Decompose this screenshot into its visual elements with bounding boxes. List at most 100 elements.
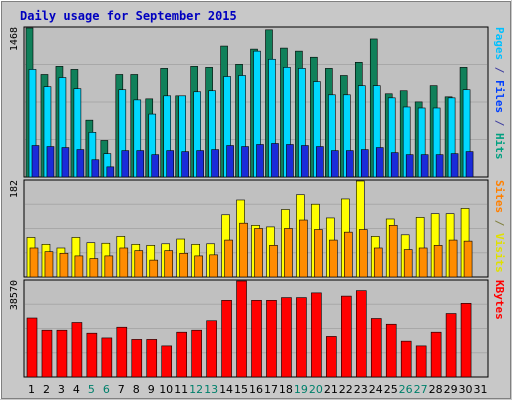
- bar-sites-day-26: [403, 249, 413, 278]
- bar-sites-day-12: [194, 255, 203, 278]
- series-legend: Sites / Visits: [493, 180, 506, 273]
- bar-sites-day-19: [299, 219, 308, 278]
- legend-entry: /: [493, 213, 506, 233]
- x-tick-label: 2: [43, 383, 50, 396]
- bar-kbytes-day-22: [341, 295, 352, 378]
- bar-pages-day-18: [286, 144, 294, 178]
- x-tick-label: 16: [249, 383, 263, 396]
- bar-sites-day-13: [209, 254, 218, 278]
- bar-sites-day-22: [344, 231, 353, 278]
- panel-hits-files-pages: 1468 Pages / Files / Hits: [9, 26, 506, 178]
- bar-sites-day-15: [239, 222, 248, 278]
- x-tick-label: 1: [28, 383, 35, 396]
- bar-sites-day-28: [433, 245, 443, 278]
- x-tick-label: 22: [339, 383, 353, 396]
- bar-kbytes-day-18: [281, 297, 292, 378]
- bar-sites-day-23: [358, 229, 368, 278]
- bar-kbytes-day-24: [370, 318, 382, 378]
- bar-sites-day-18: [284, 228, 293, 278]
- bar-kbytes-day-4: [71, 322, 83, 378]
- bar-kbytes-day-11: [176, 331, 187, 378]
- bar-sites-day-17: [269, 245, 278, 278]
- bar-kbytes-day-19: [296, 297, 307, 378]
- bar-pages-day-24: [375, 147, 384, 178]
- bar-sites-day-7: [119, 247, 129, 278]
- x-tick-label: 5: [88, 383, 95, 396]
- x-tick-label: 20: [309, 383, 323, 396]
- bar-kbytes-day-2: [41, 329, 53, 378]
- bar-kbytes-day-23: [355, 290, 367, 378]
- chart-title: Daily usage for September 2015: [20, 9, 237, 23]
- bar-sites-day-29: [448, 239, 458, 278]
- bar-sites-day-24: [373, 247, 383, 278]
- y-max-label: 38570: [9, 280, 20, 310]
- x-tick-label: 17: [264, 383, 278, 396]
- x-tick-label: 6: [103, 383, 110, 396]
- bar-pages-day-13: [211, 149, 219, 178]
- x-tick-label: 24: [369, 383, 383, 396]
- bar-kbytes-day-28: [430, 331, 442, 378]
- bar-kbytes-day-16: [251, 300, 262, 378]
- bar-pages-day-26: [405, 154, 414, 178]
- x-tick-label: 15: [234, 383, 248, 396]
- bar-sites-day-14: [224, 239, 233, 278]
- bar-pages-day-30: [465, 151, 474, 178]
- bar-kbytes-day-29: [445, 313, 457, 378]
- bar-sites-day-16: [254, 228, 263, 278]
- bar-sites-day-3: [59, 252, 69, 278]
- chart-panels: 1468 Pages / Files / Hits 182 Sites / Visit…: [9, 26, 506, 378]
- x-tick-label: 19: [294, 383, 308, 396]
- x-tick-label: 12: [189, 383, 203, 396]
- bar-kbytes-day-26: [400, 340, 412, 378]
- legend-entry: Visits: [493, 233, 506, 273]
- bar-kbytes-day-20: [311, 292, 322, 378]
- bar-pages-day-6: [106, 166, 115, 178]
- bar-pages-day-17: [271, 143, 279, 178]
- series-legend: KBytes: [493, 280, 506, 320]
- bar-sites-day-21: [329, 239, 338, 278]
- bar-pages-day-25: [390, 152, 399, 178]
- legend-entry: Sites: [493, 180, 506, 213]
- panel-kbytes: 38570 KBytes: [9, 279, 506, 378]
- series-legend: Pages / Files / Hits: [493, 27, 506, 160]
- bar-pages-day-7: [121, 150, 130, 178]
- bar-sites-day-30: [463, 240, 473, 278]
- x-tick-label: 11: [174, 383, 188, 396]
- bar-pages-day-29: [450, 153, 459, 178]
- bar-kbytes-day-7: [116, 326, 128, 378]
- bar-sites-day-5: [89, 258, 99, 278]
- legend-entry: KBytes: [493, 280, 506, 320]
- y-max-label: 1468: [9, 27, 20, 51]
- bar-pages-day-22: [346, 150, 354, 178]
- bar-pages-day-9: [151, 154, 160, 178]
- x-tick-label: 23: [354, 383, 368, 396]
- x-tick-label: 18: [279, 383, 293, 396]
- bar-sites-day-1: [29, 247, 39, 278]
- x-tick-label: 27: [414, 383, 428, 396]
- bar-kbytes-day-30: [460, 303, 472, 378]
- bar-pages-day-3: [61, 147, 70, 178]
- bar-pages-day-8: [136, 150, 145, 178]
- bar-pages-day-14: [226, 145, 234, 178]
- bar-sites-day-4: [74, 255, 84, 278]
- bar-pages-day-12: [196, 150, 204, 178]
- bar-kbytes-day-17: [266, 300, 277, 378]
- x-tick-label: 30: [459, 383, 473, 396]
- bar-sites-day-25: [388, 225, 398, 278]
- bar-pages-day-23: [360, 149, 369, 178]
- x-tick-label: 3: [58, 383, 65, 396]
- x-axis-tick-labels: 1 2 3 4 5 6 7 8 9 10 11 12 13 14 15 16 17 18 19 20 21 22 23 24 2…: [28, 383, 488, 396]
- bar-pages-day-27: [420, 154, 429, 178]
- bar-kbytes-day-5: [86, 332, 98, 378]
- bar-kbytes-day-15: [236, 280, 247, 378]
- legend-entry: /: [493, 60, 506, 80]
- x-tick-label: 29: [444, 383, 458, 396]
- bar-kbytes-day-14: [221, 300, 232, 378]
- bar-sites-day-20: [314, 229, 323, 278]
- bar-kbytes-day-1: [26, 317, 38, 378]
- legend-entry: Pages: [493, 27, 506, 60]
- bar-kbytes-day-8: [131, 339, 143, 378]
- bar-kbytes-day-21: [326, 336, 337, 378]
